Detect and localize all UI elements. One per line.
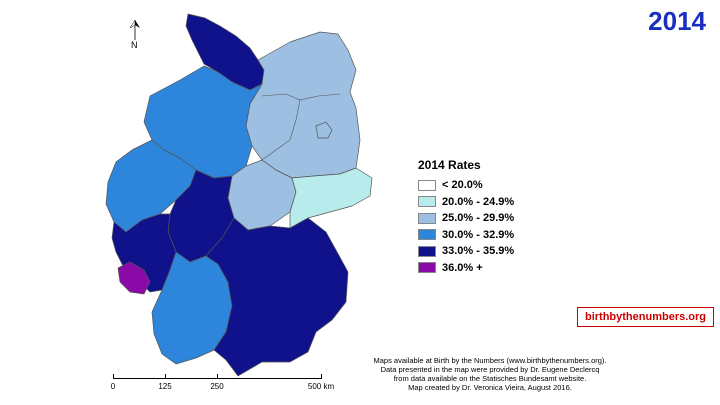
- legend-item: 36.0% +: [418, 260, 514, 277]
- credit-line: Map created by Dr. Veronica Vieira, Augu…: [408, 383, 572, 392]
- legend-label: 30.0% - 32.9%: [442, 228, 515, 241]
- region-sachsen[interactable]: [289, 167, 373, 229]
- north-arrow-icon: [129, 19, 140, 40]
- legend-label: < 20.0%: [442, 179, 483, 192]
- state-boundary-lines: [261, 93, 341, 161]
- legend-item: < 20.0%: [418, 177, 514, 194]
- scale-label: 125: [158, 382, 172, 391]
- legend-swatch: [418, 179, 436, 191]
- scale-tick: [217, 374, 218, 379]
- legend-item: 30.0% - 32.9%: [418, 227, 514, 244]
- scale-bar: 0 125 250 500 km: [108, 372, 348, 402]
- credit-line: Maps available at Birth by the Numbers (…: [373, 356, 607, 365]
- berlin-outline: [315, 121, 333, 139]
- source-badge[interactable]: birthbythenumbers.org: [577, 307, 714, 327]
- legend-swatch: [418, 196, 436, 208]
- legend-swatch: [418, 245, 436, 257]
- legend-item: 33.0% - 35.9%: [418, 243, 514, 260]
- legend-label: 25.0% - 29.9%: [442, 212, 515, 225]
- region-bayern[interactable]: [205, 217, 349, 377]
- map-credits: Maps available at Birth by the Numbers (…: [350, 356, 630, 392]
- scale-tick: [321, 374, 322, 379]
- scale-label: 250: [210, 382, 224, 391]
- legend-label: 20.0% - 24.9%: [442, 195, 515, 208]
- region-north-east[interactable]: [245, 31, 361, 179]
- legend-swatch: [418, 229, 436, 241]
- credit-line: from data available on the Statisches Bu…: [393, 374, 587, 383]
- legend-title: 2014 Rates: [418, 158, 481, 172]
- scale-tick: [165, 374, 166, 379]
- legend-swatch: [418, 262, 436, 274]
- legend-item: 25.0% - 29.9%: [418, 210, 514, 227]
- credit-line: Data presented in the map were provided …: [380, 365, 600, 374]
- north-label: N: [131, 40, 138, 50]
- scale-label: 500 km: [307, 382, 335, 391]
- legend-swatch: [418, 212, 436, 224]
- map-year-title: 2014: [648, 6, 706, 36]
- map-legend: 2014 Rates < 20.0% 20.0% - 24.9% 25.0% - 2…: [418, 158, 514, 276]
- region-saarland[interactable]: [117, 261, 151, 295]
- legend-item: 20.0% - 24.9%: [418, 194, 514, 211]
- scale-label: 0: [110, 382, 116, 391]
- scale-tick: [113, 374, 114, 379]
- legend-label: 33.0% - 35.9%: [442, 245, 515, 258]
- legend-label: 36.0% +: [442, 261, 483, 274]
